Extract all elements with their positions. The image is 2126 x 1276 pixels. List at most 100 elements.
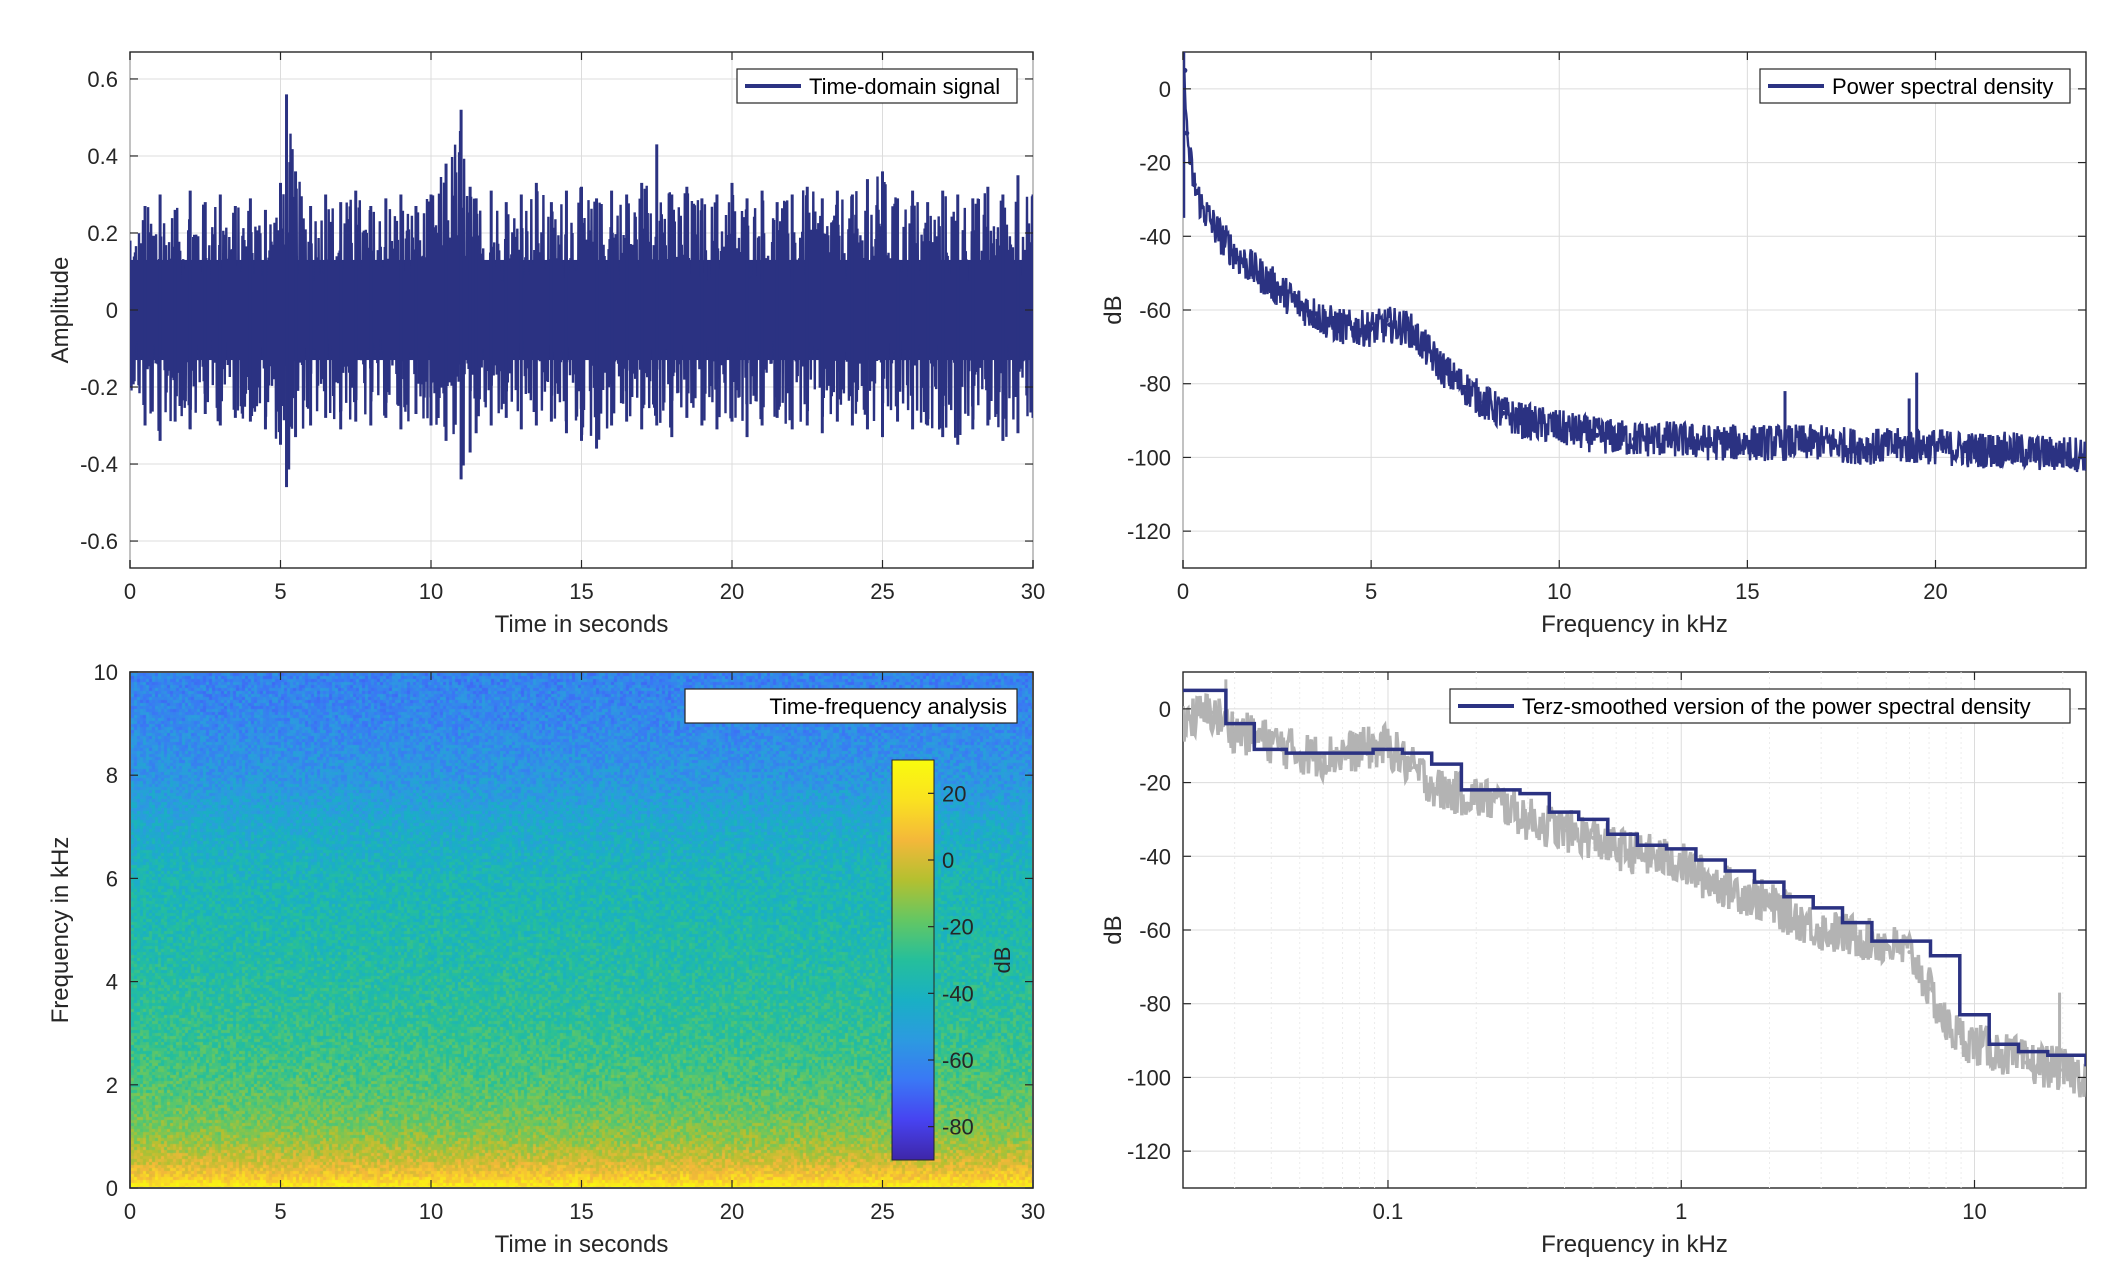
- raw-psd-point: [1320, 754, 1325, 759]
- x-axis-label: Frequency in kHz: [1541, 1231, 1728, 1258]
- psd-point: [2083, 451, 2086, 457]
- y-tick-label: 0: [1159, 697, 1171, 722]
- time-domain-plot: 0 5 10 15 20 25 30 -0.6 -0.4 -0.2 0 0.2 0.4 0.6 Time i…: [47, 51, 1045, 638]
- y-tick-label: 0.4: [87, 144, 118, 169]
- y-tick-label: 0: [1159, 77, 1171, 102]
- psd-point: [1895, 443, 1901, 449]
- psd-point: [2008, 447, 2014, 453]
- y-tick-label: -0.4: [80, 452, 118, 477]
- raw-psd-point: [2024, 1060, 2029, 1065]
- y-tick-label: -60: [1139, 298, 1171, 323]
- y-axis-label: Amplitude: [47, 257, 74, 364]
- raw-psd-point: [1183, 717, 1185, 722]
- raw-psd-point: [1907, 950, 1912, 955]
- x-axis-label: Time in seconds: [495, 1231, 669, 1258]
- colorbar-tick-label: 20: [942, 781, 966, 806]
- x-tick-label: 0: [1177, 579, 1189, 604]
- y-tick-label: -120: [1127, 1139, 1171, 1164]
- x-tick-label: 10: [1962, 1199, 1986, 1224]
- x-tick-label: 10: [1547, 579, 1571, 604]
- colorbar-gradient: [891, 759, 935, 1161]
- raw-psd-point: [1474, 795, 1479, 800]
- y-tick-label: 0: [106, 298, 118, 323]
- y-tick-label: 6: [106, 866, 118, 891]
- x-tick-label: 20: [720, 1199, 744, 1224]
- psd-point: [1199, 204, 1205, 210]
- psd-series: [1183, 52, 2086, 473]
- raw-psd-point: [1357, 747, 1362, 752]
- y-axis-label: Frequency in kHz: [47, 837, 74, 1024]
- psd-point: [1236, 255, 1242, 261]
- x-tick-label: 15: [569, 1199, 593, 1224]
- psd-point: [1331, 322, 1336, 328]
- raw-psd-point: [1944, 1023, 1949, 1028]
- y-tick-label: 2: [106, 1073, 118, 1098]
- x-tick-label: 15: [569, 579, 593, 604]
- y-axis-label: dB: [1100, 915, 1127, 944]
- raw-psd-point: [1502, 802, 1507, 807]
- x-tick-label: 0: [124, 1199, 136, 1224]
- x-tick-label: 10: [419, 1199, 443, 1224]
- psd-point: [1406, 325, 1412, 331]
- y-tick-label: 8: [106, 763, 118, 788]
- raw-psd-point: [1650, 854, 1655, 859]
- x-tick-label: 25: [870, 1199, 894, 1224]
- psd-point: [1387, 322, 1393, 328]
- y-tick-label: -20: [1139, 151, 1171, 176]
- raw-psd-point: [1959, 1034, 1964, 1039]
- y-tick-label: -20: [1139, 771, 1171, 796]
- psd-point: [1632, 436, 1637, 442]
- y-tick-label: 4: [106, 970, 118, 995]
- psd-point: [1556, 425, 1562, 431]
- psd-point: [1425, 348, 1431, 354]
- psd-point: [1500, 410, 1506, 416]
- x-tick-label: 20: [720, 579, 744, 604]
- psd-point: [1218, 233, 1224, 239]
- legend-label: Time-frequency analysis: [769, 694, 1007, 719]
- raw-psd-line: [1183, 693, 2086, 1098]
- terz-plot: 0.1 1 10 -120 -100 -80 -60 -40 -20 0 Frequency in …: [1100, 671, 2087, 1258]
- psd-point: [1462, 384, 1468, 390]
- colorbar-tick-label: -80: [942, 1115, 974, 1140]
- raw-psd-point: [2047, 1064, 2052, 1069]
- psd-point: [1349, 325, 1355, 331]
- raw-psd-point: [1590, 835, 1595, 840]
- x-tick-label: 0.1: [1373, 1199, 1404, 1224]
- psd-point: [1481, 399, 1487, 405]
- x-tick-label: 15: [1735, 579, 1759, 604]
- psd-point: [1857, 443, 1863, 449]
- raw-psd-point: [1767, 902, 1772, 907]
- psd-point: [1184, 130, 1190, 136]
- raw-psd-point: [1562, 828, 1567, 833]
- y-tick-label: -80: [1139, 372, 1171, 397]
- colorbar-label: dB: [990, 947, 1015, 974]
- x-tick-label: 20: [1923, 579, 1947, 604]
- y-tick-label: 0.2: [87, 221, 118, 246]
- signal-series: [130, 94, 1033, 488]
- psd-point: [1970, 447, 1976, 453]
- x-tick-label: 5: [274, 579, 286, 604]
- y-tick-label: -40: [1139, 844, 1171, 869]
- legend-box: [1449, 688, 2071, 724]
- raw-psd-point: [1702, 876, 1707, 881]
- raw-psd-point: [1269, 740, 1274, 745]
- raw-psd-point: [1995, 1049, 2000, 1054]
- raw-psd-point: [1232, 728, 1237, 733]
- x-tick-label: 10: [419, 579, 443, 604]
- raw-psd-point: [1972, 1042, 1977, 1047]
- raw-psd-point: [1614, 846, 1619, 851]
- x-tick-label: 30: [1021, 579, 1045, 604]
- psd-point: [1312, 311, 1318, 317]
- psd-point: [2045, 451, 2051, 457]
- psd-point: [1669, 436, 1675, 442]
- x-axis-label: Frequency in kHz: [1541, 611, 1728, 638]
- psd-point: [1274, 285, 1280, 291]
- legend-label: Terz-smoothed version of the power spect…: [1522, 694, 2031, 719]
- psd-point: [1443, 370, 1449, 376]
- psd-point: [1255, 270, 1261, 276]
- y-axis-label: dB: [1100, 295, 1127, 324]
- colorbar-tick-label: -60: [942, 1048, 974, 1073]
- colorbar-tick-label: 0: [942, 848, 954, 873]
- x-tick-label: 1: [1675, 1199, 1687, 1224]
- x-tick-label: 25: [870, 579, 894, 604]
